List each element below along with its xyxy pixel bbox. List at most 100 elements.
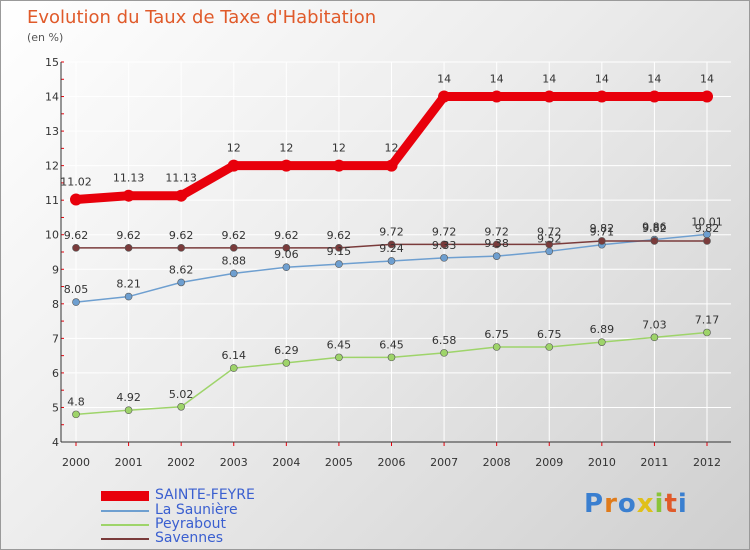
y-tick-label: 14 xyxy=(45,91,59,104)
data-point xyxy=(177,402,185,411)
data-label: 9.72 xyxy=(537,225,562,238)
legend-label: Savennes xyxy=(155,530,224,546)
y-tick-label: 8 xyxy=(52,298,59,311)
data-label: 4.92 xyxy=(116,391,141,404)
x-tick-label: 2008 xyxy=(483,456,511,469)
data-label: 9.06 xyxy=(274,248,299,261)
y-tick-label: 10 xyxy=(45,229,59,242)
data-label: 9.62 xyxy=(327,229,352,242)
data-label: 12 xyxy=(227,142,241,155)
data-label: 14 xyxy=(647,73,661,86)
data-label: 11.13 xyxy=(165,172,197,185)
data-point xyxy=(545,240,554,249)
data-label: 9.62 xyxy=(116,229,141,242)
proxiti-logo: Proxiti xyxy=(584,489,688,519)
data-point xyxy=(545,343,554,351)
data-label: 8.21 xyxy=(116,278,141,291)
data-point xyxy=(227,159,240,172)
data-label: 8.88 xyxy=(222,254,247,267)
legend-label: Peyrabout xyxy=(155,516,226,532)
data-point xyxy=(280,159,293,172)
data-point xyxy=(229,269,238,278)
data-label: 6.75 xyxy=(484,328,509,341)
data-point xyxy=(124,244,133,252)
data-point xyxy=(177,278,185,287)
y-tick-label: 13 xyxy=(45,125,59,138)
data-point xyxy=(387,257,396,265)
data-point xyxy=(492,252,501,260)
data-label: 9.33 xyxy=(432,239,457,252)
data-point xyxy=(335,244,343,252)
logo-letter: o xyxy=(617,489,637,519)
data-label: 12 xyxy=(385,142,399,155)
data-point xyxy=(440,240,448,249)
y-tick-label: 7 xyxy=(52,332,59,345)
y-tick-label: 15 xyxy=(45,56,59,69)
data-label: 9.72 xyxy=(484,225,509,238)
data-label: 9.15 xyxy=(327,245,352,258)
y-tick-label: 12 xyxy=(45,160,59,173)
data-label: 8.05 xyxy=(64,283,89,296)
x-tick-label: 2007 xyxy=(430,456,458,469)
data-point xyxy=(595,90,608,103)
data-point xyxy=(492,240,501,249)
data-label: 14 xyxy=(542,73,556,86)
y-tick-label: 11 xyxy=(45,194,59,207)
data-point xyxy=(440,254,448,262)
data-label: 14 xyxy=(437,73,451,86)
data-label: 7.03 xyxy=(642,318,667,331)
data-point xyxy=(122,189,135,202)
x-tick-label: 2002 xyxy=(167,456,195,469)
data-point xyxy=(648,90,661,103)
legend-label: SAINTE-FEYRE xyxy=(155,487,255,503)
data-label: 9.62 xyxy=(169,229,194,242)
data-label: 12 xyxy=(279,142,293,155)
data-label: 9.82 xyxy=(590,222,615,235)
data-label: 9.24 xyxy=(379,242,404,255)
data-label: 9.72 xyxy=(432,225,457,238)
x-tick-label: 2000 xyxy=(62,456,90,469)
x-tick-label: 2003 xyxy=(220,456,248,469)
data-label: 4.8 xyxy=(67,395,85,408)
data-point xyxy=(282,244,291,252)
data-point xyxy=(72,410,80,419)
x-tick-label: 2005 xyxy=(325,456,353,469)
data-label: 9.62 xyxy=(222,229,247,242)
data-label: 6.45 xyxy=(379,338,404,351)
data-point xyxy=(703,328,711,337)
legend-swatch xyxy=(101,538,149,540)
data-label: 11.02 xyxy=(60,175,92,188)
data-label: 9.62 xyxy=(274,229,299,242)
logo-letter: x xyxy=(636,489,655,519)
chart-title: Evolution du Taux de Taxe d'Habitation xyxy=(27,7,377,28)
data-label: 9.71 xyxy=(590,226,615,239)
legend-swatch xyxy=(101,524,149,526)
data-label: 9.82 xyxy=(695,222,720,235)
data-label: 6.75 xyxy=(537,328,562,341)
data-point xyxy=(440,349,448,357)
data-label: 14 xyxy=(490,73,504,86)
data-label: 7.17 xyxy=(695,313,720,326)
data-label: 12 xyxy=(332,142,346,155)
data-point xyxy=(282,359,291,367)
data-point xyxy=(598,338,606,346)
data-point xyxy=(124,406,133,415)
data-label: 9.72 xyxy=(379,225,404,238)
x-tick-label: 2001 xyxy=(115,456,143,469)
chart-unit: (en %) xyxy=(27,31,64,44)
data-point xyxy=(332,159,345,172)
data-point xyxy=(70,193,82,206)
y-tick-label: 6 xyxy=(52,367,59,380)
data-label: 9.86 xyxy=(642,221,667,234)
data-point xyxy=(387,240,396,249)
data-point xyxy=(335,353,343,362)
data-point xyxy=(72,298,80,306)
x-tick-label: 2012 xyxy=(693,456,721,469)
data-label: 9.82 xyxy=(642,222,667,235)
x-tick-label: 2011 xyxy=(640,456,668,469)
logo-letter: P xyxy=(584,489,605,519)
data-label: 14 xyxy=(700,73,714,86)
x-tick-label: 2009 xyxy=(535,456,563,469)
y-tick-label: 5 xyxy=(52,401,59,414)
